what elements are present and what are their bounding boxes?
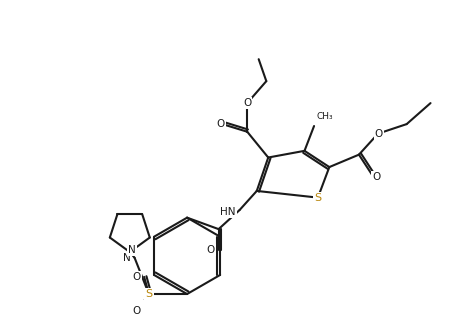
- Text: HN: HN: [220, 207, 236, 217]
- Text: CH₃: CH₃: [317, 112, 334, 121]
- Text: S: S: [314, 192, 322, 203]
- Text: S: S: [146, 289, 152, 299]
- Text: O: O: [133, 306, 140, 314]
- Text: O: O: [375, 129, 383, 139]
- Text: O: O: [243, 98, 251, 108]
- Text: N: N: [128, 245, 135, 255]
- Text: N: N: [123, 253, 131, 263]
- Text: O: O: [133, 272, 140, 282]
- Text: O: O: [216, 119, 225, 129]
- Text: O: O: [372, 172, 380, 181]
- Text: O: O: [207, 245, 215, 255]
